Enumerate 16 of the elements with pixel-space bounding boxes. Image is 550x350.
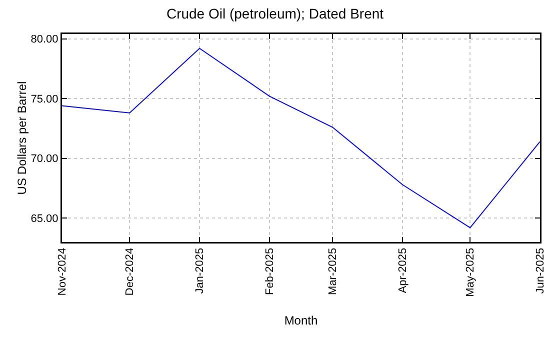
y-tick-label: 65.00	[30, 212, 58, 225]
line-series	[62, 48, 540, 228]
x-tick-label: Feb-2025	[264, 248, 276, 295]
x-axis-title: Month	[284, 313, 318, 328]
x-tick-label: Apr-2025	[397, 248, 410, 294]
x-tick-label: Nov-2024	[56, 248, 69, 296]
y-axis-title: US Dollars per Barrel	[14, 81, 29, 195]
y-tick-label: 75.00	[30, 93, 58, 106]
y-tick-label: 70.00	[30, 153, 58, 166]
x-tick-label: Mar-2025	[327, 248, 340, 295]
y-tick-label: 80.00	[30, 34, 58, 46]
chart-title: Crude Oil (petroleum); Dated Brent	[166, 6, 384, 22]
x-tick-label: May-2025	[464, 248, 477, 297]
x-tick-label: Jun-2025	[534, 248, 547, 294]
x-tick-label: Jan-2025	[194, 248, 206, 294]
x-tick-label: Dec-2024	[124, 248, 136, 296]
